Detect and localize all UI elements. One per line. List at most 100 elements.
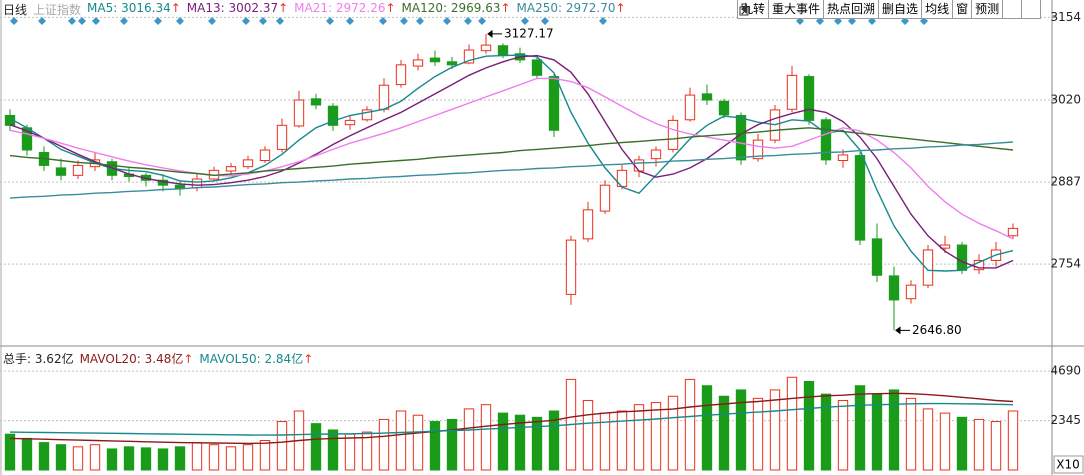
candle-body xyxy=(667,119,679,150)
candle-body xyxy=(378,84,390,110)
candle-body xyxy=(548,76,560,131)
candle-body xyxy=(803,76,815,121)
event-marker xyxy=(478,17,486,25)
volume-bar xyxy=(650,402,662,471)
event-marker xyxy=(208,17,216,25)
candle-body xyxy=(395,64,407,86)
legend-entry: MAVOL20: 3.48亿↑ xyxy=(80,350,194,367)
legend-arrow: ↑ xyxy=(278,1,289,15)
event-marker xyxy=(541,17,549,25)
price-legend: 日线 上证指数 MA5: 3016.34↑ MA13: 3002.37↑ MA21:… xyxy=(3,1,626,18)
legend-entry: MAVOL50: 2.84亿↑ xyxy=(199,350,313,367)
ma-line xyxy=(9,127,1014,177)
multiplier-box xyxy=(1053,455,1084,474)
candle-body xyxy=(174,184,186,189)
toolbar-button[interactable]: 预测 xyxy=(971,0,1004,19)
event-marker xyxy=(834,17,842,25)
volume-bar xyxy=(956,416,968,471)
legend-arrow: ↑ xyxy=(303,352,314,366)
candle-body xyxy=(956,244,968,271)
candle-body xyxy=(72,164,84,176)
event-marker xyxy=(10,17,18,25)
volume-bar xyxy=(378,418,390,471)
candle-body xyxy=(310,98,322,106)
volume-bar xyxy=(922,408,934,471)
legend-arrow: ↑ xyxy=(183,352,194,366)
ma-line xyxy=(9,141,1014,199)
volume-bar xyxy=(769,389,781,471)
event-marker xyxy=(443,17,451,25)
y-tick-label: 2345 xyxy=(1050,413,1081,427)
volume-bar xyxy=(157,448,169,471)
toolbar-button[interactable]: 删自选 xyxy=(878,0,923,19)
legend-label: MA21: 2972.26 xyxy=(294,1,386,15)
candle-body xyxy=(327,105,339,126)
volume-bar xyxy=(837,399,849,471)
volume-bar xyxy=(344,433,356,471)
candle-body xyxy=(633,159,645,172)
volume-bar xyxy=(990,421,1002,471)
candle-body xyxy=(242,159,254,168)
candle-body xyxy=(565,239,577,295)
volume-bar xyxy=(939,412,951,471)
volume-bar xyxy=(429,421,441,471)
toolbar-button[interactable]: 均线 xyxy=(921,0,954,19)
volume-bar xyxy=(412,414,424,471)
volume-bar xyxy=(616,410,628,471)
volume-bar xyxy=(174,446,186,471)
volume-bar xyxy=(803,381,815,471)
volume-bar xyxy=(531,416,543,471)
candle-body xyxy=(1007,227,1019,237)
candle-body xyxy=(718,100,730,116)
event-marker xyxy=(868,17,876,25)
event-marker xyxy=(276,17,284,25)
event-marker xyxy=(326,17,334,25)
annotation: 2646.80 xyxy=(912,323,962,337)
volume-bar xyxy=(684,378,696,471)
volume-bar xyxy=(395,410,407,471)
candle-body xyxy=(344,119,356,126)
toolbar-button[interactable]: 重大事件 xyxy=(768,0,825,19)
candle-body xyxy=(293,99,305,127)
volume-bar xyxy=(497,412,509,471)
volume-bar xyxy=(4,433,16,471)
volume-bar xyxy=(871,393,883,471)
candle-body xyxy=(905,284,917,300)
candle-body xyxy=(786,74,798,110)
event-marker xyxy=(400,17,408,25)
chart-subtitle: 上证指数 xyxy=(33,3,82,17)
toolbar-button[interactable]: 窗 xyxy=(952,0,973,19)
multiplier: X10 xyxy=(1056,458,1080,472)
legend-entry: MA250: 2972.70↑ xyxy=(517,1,626,18)
volume-bar xyxy=(276,421,288,471)
ma-line xyxy=(9,402,1014,436)
event-marker xyxy=(796,17,804,25)
event-marker xyxy=(416,17,424,25)
volume-bar xyxy=(701,385,713,471)
volume-bar xyxy=(735,389,747,471)
back-button[interactable] xyxy=(741,0,1042,19)
legend-label: MAVOL20: 3.48亿 xyxy=(79,352,184,366)
candle-body xyxy=(191,178,203,189)
volume-legend: 总手: 3.62亿 MAVOL20: 3.48亿↑ MAVOL50: 2.84亿↑ xyxy=(3,350,313,367)
lock-button[interactable] xyxy=(739,0,1023,19)
toolbar-button[interactable]: 热点回溯 xyxy=(823,0,880,19)
volume-bar xyxy=(225,446,237,471)
ma-line xyxy=(9,77,1014,240)
annotation-arrow xyxy=(895,326,910,335)
candle-body xyxy=(820,119,832,161)
toolbar-button[interactable]: 九转 xyxy=(737,0,770,19)
legend-arrow: ↑ xyxy=(615,1,626,15)
candle-body xyxy=(412,59,424,67)
legend-entry: MA13: 3002.37↑ xyxy=(187,1,288,18)
y-tick-label: 4690 xyxy=(1050,364,1081,378)
legend-entry: MA5: 3016.34↑ xyxy=(87,1,181,18)
volume-bar xyxy=(633,404,645,471)
candle-body xyxy=(582,209,594,240)
event-marker xyxy=(521,17,529,25)
volume-bar xyxy=(446,418,458,471)
candle-body xyxy=(446,61,458,66)
volume-bar xyxy=(55,444,67,471)
volume-bar xyxy=(123,446,135,471)
y-tick-label: 3154 xyxy=(1050,10,1081,24)
